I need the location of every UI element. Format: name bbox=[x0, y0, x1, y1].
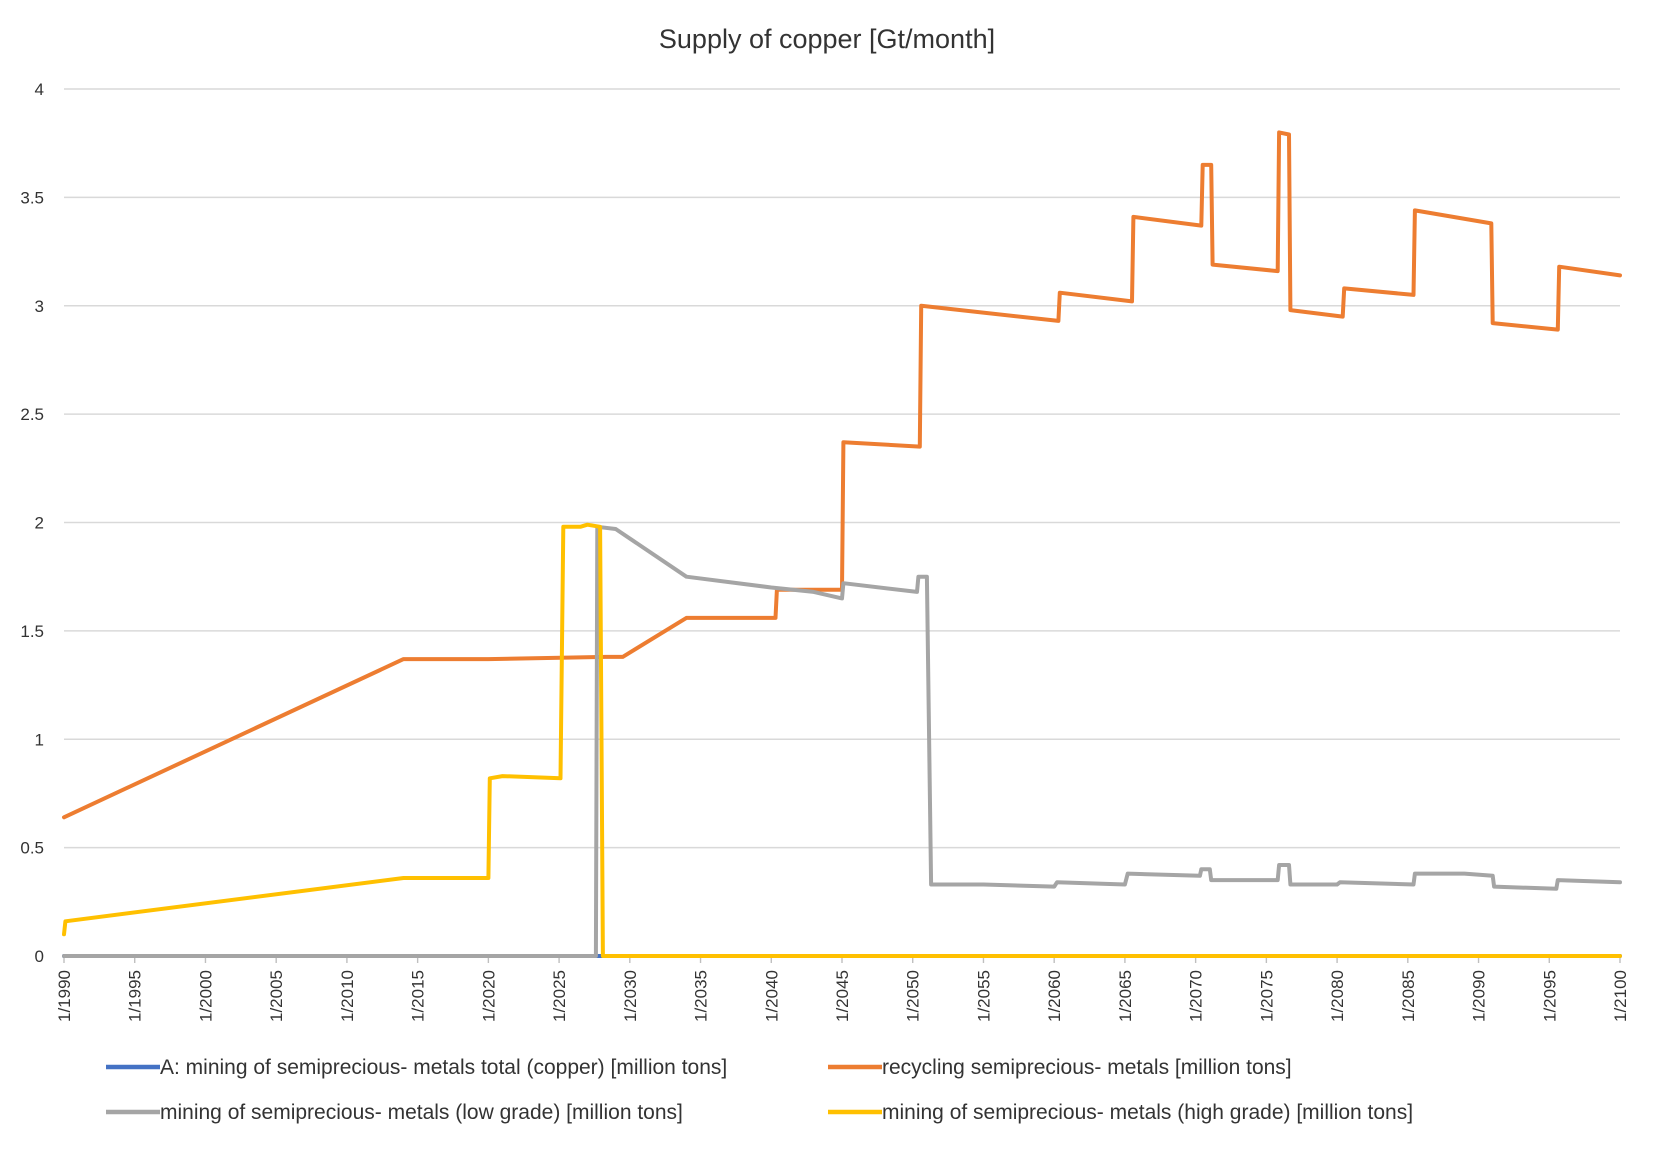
y-tick-label: 2 bbox=[35, 514, 44, 533]
x-tick-label: 1/2060 bbox=[1045, 970, 1064, 1022]
y-tick-label: 3 bbox=[35, 297, 44, 316]
x-tick-label: 1/2045 bbox=[833, 970, 852, 1022]
x-tick-label: 1/1995 bbox=[126, 970, 145, 1022]
x-tick-label: 1/2035 bbox=[692, 970, 711, 1022]
y-tick-label: 1 bbox=[35, 730, 44, 749]
x-tick-label: 1/2020 bbox=[479, 970, 498, 1022]
x-tick-label: 1/2000 bbox=[196, 970, 215, 1022]
x-tick-label: 1/2075 bbox=[1257, 970, 1276, 1022]
y-tick-label: 0 bbox=[35, 947, 44, 966]
x-tick-label: 1/2090 bbox=[1470, 970, 1489, 1022]
x-tick-label: 1/2070 bbox=[1187, 970, 1206, 1022]
chart-title: Supply of copper [Gt/month] bbox=[659, 24, 995, 54]
x-tick-label: 1/2065 bbox=[1116, 970, 1135, 1022]
x-tick-label: 1/2085 bbox=[1399, 970, 1418, 1022]
x-tick-label: 1/2005 bbox=[267, 970, 286, 1022]
legend-label-0: A: mining of semiprecious- metals total … bbox=[160, 1056, 727, 1079]
series-line-1 bbox=[62, 130, 1622, 820]
x-tick-label: 1/2040 bbox=[762, 970, 781, 1022]
x-axis-tick-labels: 1/1990 1/1995 1/2000 1/2005 1/2010 1/2015 1/20… bbox=[55, 956, 1630, 1022]
x-tick-label: 1/2010 bbox=[338, 970, 357, 1022]
x-tick-label: 1/2025 bbox=[550, 970, 569, 1022]
y-tick-label: 0.5 bbox=[20, 839, 44, 858]
x-tick-label: 1/2050 bbox=[904, 970, 923, 1022]
y-tick-label: 2.5 bbox=[20, 405, 44, 424]
x-tick-label: 1/2015 bbox=[409, 970, 428, 1022]
y-tick-label: 3.5 bbox=[20, 188, 44, 207]
legend: A: mining of semiprecious- metals total … bbox=[106, 1056, 1413, 1124]
series-lines bbox=[62, 130, 1622, 958]
x-tick-label: 1/1990 bbox=[55, 970, 74, 1022]
legend-label-2: mining of semiprecious- metals (low grad… bbox=[160, 1101, 683, 1124]
x-tick-label: 1/2080 bbox=[1328, 970, 1347, 1022]
x-tick-label: 1/2095 bbox=[1540, 970, 1559, 1022]
series-line-2 bbox=[62, 524, 1622, 958]
legend-label-1: recycling semiprecious- metals [million … bbox=[882, 1056, 1292, 1079]
y-axis-tick-labels: 0 0.5 1 1.5 2 2.5 3 3.5 4 bbox=[20, 80, 44, 966]
y-tick-label: 4 bbox=[35, 80, 44, 99]
y-tick-label: 1.5 bbox=[20, 622, 44, 641]
legend-label-3: mining of semiprecious- metals (high gra… bbox=[882, 1101, 1413, 1124]
x-tick-label: 1/2100 bbox=[1611, 970, 1630, 1022]
x-tick-label: 1/2055 bbox=[974, 970, 993, 1022]
x-tick-label: 1/2030 bbox=[621, 970, 640, 1022]
series-line-3 bbox=[62, 522, 1622, 958]
